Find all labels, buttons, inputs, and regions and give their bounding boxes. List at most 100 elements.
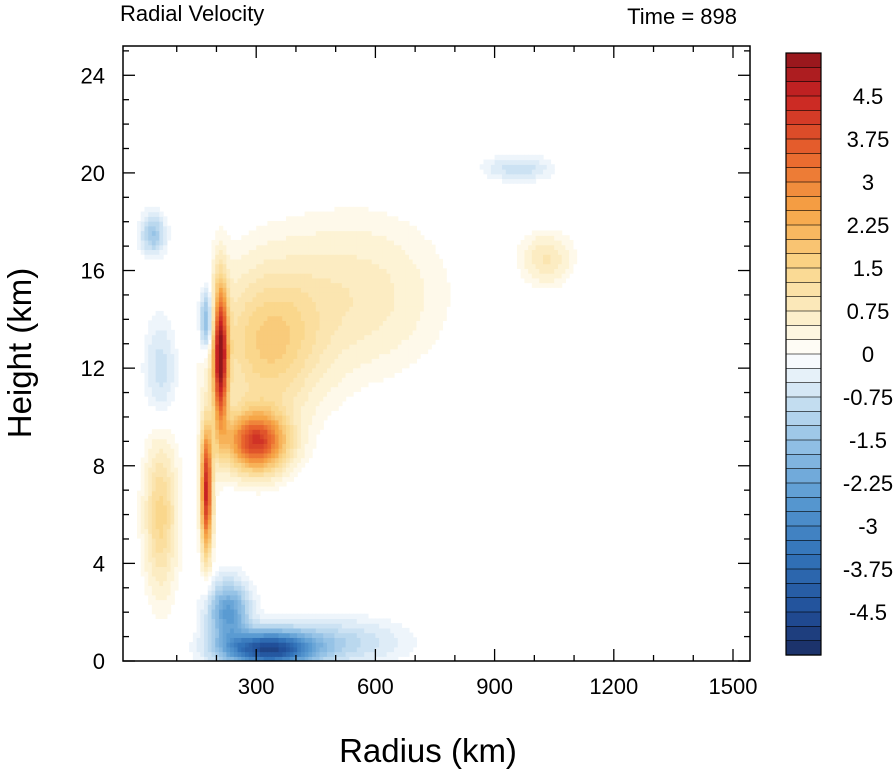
- field-cell: [170, 386, 175, 392]
- field-cell: [293, 225, 298, 232]
- field-cell: [170, 438, 175, 444]
- field-cell: [483, 159, 488, 165]
- field-cell: [222, 315, 227, 321]
- field-cell: [543, 230, 548, 236]
- field-cell: [289, 325, 295, 331]
- field-cell: [200, 396, 205, 402]
- field-cell: [207, 514, 213, 520]
- field-cell: [233, 462, 239, 468]
- field-cell: [263, 642, 268, 648]
- field-cell: [345, 637, 350, 643]
- field-cell: [330, 381, 336, 388]
- field-cell: [550, 235, 555, 241]
- field-cell: [345, 211, 350, 217]
- field-cell: [379, 372, 384, 378]
- field-cell: [297, 239, 302, 246]
- field-cell: [345, 362, 350, 369]
- colorbar-box: [785, 95, 822, 111]
- field-cell: [379, 263, 384, 269]
- field-cell: [300, 292, 306, 298]
- field-cell: [356, 362, 362, 369]
- field-cell: [345, 646, 350, 653]
- field-cell: [155, 429, 160, 435]
- field-cell: [170, 580, 175, 586]
- field-cell: [211, 306, 216, 312]
- field-cell: [330, 367, 336, 374]
- field-cell: [416, 230, 421, 236]
- field-cell: [326, 372, 332, 378]
- field-cell: [345, 296, 350, 303]
- field-cell: [338, 306, 343, 312]
- field-cell: [252, 372, 257, 378]
- field-cell: [278, 396, 283, 402]
- field-cell: [155, 580, 160, 586]
- field-cell: [408, 287, 414, 293]
- field-cell: [230, 452, 235, 459]
- field-cell: [245, 476, 250, 482]
- field-cell: [230, 429, 235, 435]
- field-cell: [230, 613, 235, 620]
- field-cell: [230, 608, 235, 615]
- field-cell: [379, 306, 384, 312]
- field-cell: [319, 315, 324, 321]
- field-cell: [233, 580, 239, 586]
- field-cell: [293, 613, 298, 620]
- field-cell: [226, 476, 231, 482]
- field-cell: [297, 367, 302, 374]
- field-cell: [427, 254, 432, 260]
- field-cell: [248, 344, 254, 350]
- field-cell: [237, 566, 242, 572]
- field-cell: [330, 372, 336, 378]
- field-cell: [323, 358, 328, 364]
- field-cell: [308, 282, 313, 288]
- field-cell: [349, 367, 354, 374]
- field-cell: [319, 344, 324, 350]
- field-cell: [233, 410, 239, 416]
- field-cell: [323, 225, 328, 232]
- field-cell: [375, 358, 380, 364]
- field-cell: [412, 244, 417, 251]
- field-cell: [319, 258, 324, 265]
- field-cell: [218, 457, 224, 463]
- field-cell: [159, 533, 164, 539]
- field-cell: [367, 254, 373, 260]
- field-cell: [300, 642, 306, 648]
- field-cell: [431, 292, 436, 298]
- field-cell: [364, 613, 369, 620]
- field-cell: [271, 310, 276, 317]
- field-cell: [531, 235, 537, 241]
- field-cell: [207, 642, 213, 648]
- field-cell: [386, 627, 391, 634]
- field-cell: [151, 504, 157, 511]
- field-cell: [520, 268, 525, 274]
- field-cell: [308, 348, 313, 355]
- field-cell: [259, 244, 265, 251]
- field-cell: [278, 320, 283, 326]
- field-cell: [226, 419, 231, 426]
- field-cell: [282, 367, 287, 374]
- field-cell: [289, 613, 295, 620]
- field-cell: [289, 443, 295, 449]
- field-cell: [218, 268, 224, 274]
- field-cell: [334, 249, 339, 255]
- field-cell: [263, 334, 268, 340]
- field-cell: [177, 495, 183, 501]
- field-cell: [282, 637, 287, 643]
- field-cell: [207, 556, 213, 563]
- field-cell: [528, 258, 533, 265]
- field-cell: [148, 386, 153, 392]
- field-cell: [338, 292, 343, 298]
- field-cell: [278, 429, 283, 435]
- field-cell: [297, 348, 302, 355]
- field-cell: [300, 315, 306, 321]
- field-cell: [397, 263, 403, 269]
- field-cell: [144, 344, 149, 350]
- field-cell: [207, 476, 213, 482]
- field-cell: [137, 490, 142, 497]
- field-cell: [345, 206, 350, 213]
- field-cell: [204, 415, 209, 421]
- field-cell: [218, 613, 224, 620]
- field-cell: [237, 301, 242, 307]
- field-cell: [207, 467, 213, 473]
- field-cell: [207, 405, 213, 411]
